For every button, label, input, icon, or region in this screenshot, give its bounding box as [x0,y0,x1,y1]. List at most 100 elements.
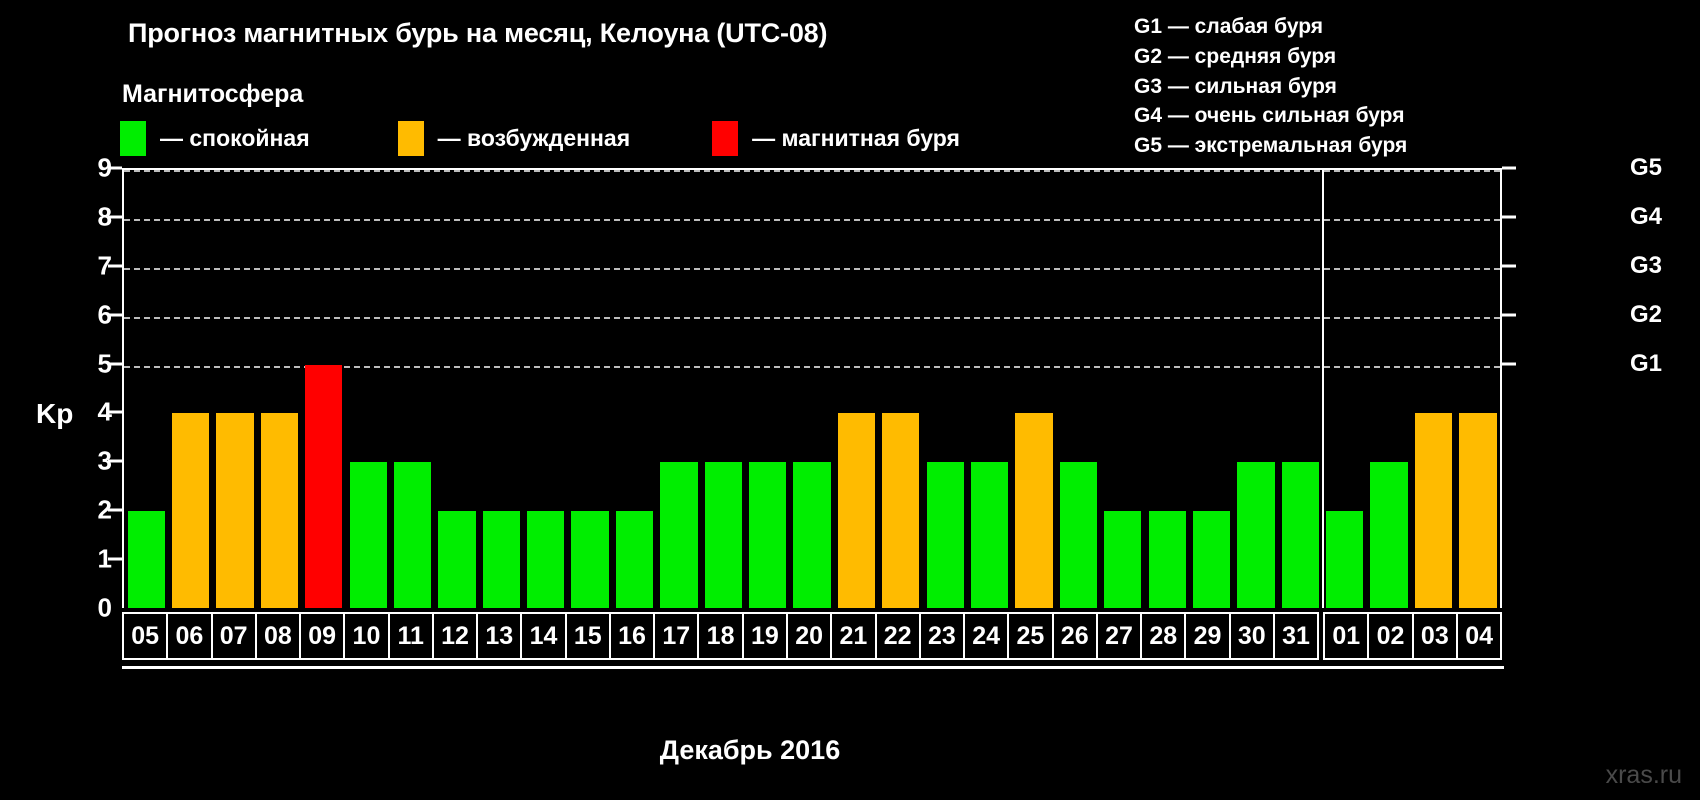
day-label-02[interactable]: 02 [1367,612,1414,660]
bar[interactable] [1192,510,1231,608]
bar-slot-15[interactable] [568,170,612,608]
plot-area [122,168,1502,608]
day-label-06[interactable]: 06 [166,612,213,660]
bar[interactable] [1015,413,1053,608]
bar-slot-30[interactable] [1234,170,1278,608]
bar[interactable] [1326,510,1364,608]
bar-slot-27[interactable] [1101,170,1145,608]
day-label-31[interactable]: 31 [1272,612,1320,660]
bar-slot-20[interactable] [790,170,834,608]
bar-slot-25[interactable] [1012,170,1056,608]
bar-slot-14[interactable] [524,170,568,608]
bar[interactable] [704,462,742,608]
day-label-27[interactable]: 27 [1095,612,1143,660]
bar-slot-08[interactable] [257,170,301,608]
y-tick-mark-7 [108,264,122,268]
bar-slot-11[interactable] [390,170,434,608]
day-label-15[interactable]: 15 [564,612,611,660]
day-label-25[interactable]: 25 [1007,612,1054,660]
day-label-03[interactable]: 03 [1411,612,1458,660]
day-label-01[interactable]: 01 [1323,612,1370,660]
day-label-12[interactable]: 12 [431,612,479,660]
day-label-17[interactable]: 17 [653,612,700,660]
bar[interactable] [527,510,565,608]
day-label-21[interactable]: 21 [830,612,877,660]
bar[interactable] [482,510,520,608]
day-label-05[interactable]: 05 [122,612,169,660]
day-label-23[interactable]: 23 [918,612,966,660]
bar[interactable] [926,462,964,608]
day-label-11[interactable]: 11 [387,612,434,660]
y-tick-label-6: 6 [97,299,112,330]
bar-slot-21[interactable] [834,170,878,608]
bar-slot-02[interactable] [1367,170,1411,608]
bar-slot-24[interactable] [967,170,1011,608]
bar-slot-07[interactable] [213,170,257,608]
day-label-07[interactable]: 07 [210,612,257,660]
legend-label-storm: — магнитная буря [752,125,960,151]
bar-slot-03[interactable] [1411,170,1455,608]
bar-slot-18[interactable] [701,170,745,608]
bar[interactable] [1414,413,1453,608]
bar[interactable] [1237,462,1275,608]
bar-slot-06[interactable] [168,170,212,608]
bar[interactable] [305,364,343,608]
day-label-08[interactable]: 08 [254,612,302,660]
bar[interactable] [882,413,920,608]
bar-slot-05[interactable] [124,170,168,608]
bar[interactable] [660,462,698,608]
bar[interactable] [571,510,609,608]
bar[interactable] [349,462,387,608]
day-label-20[interactable]: 20 [785,612,833,660]
bar[interactable] [615,510,654,608]
day-label-13[interactable]: 13 [476,612,523,660]
bar[interactable] [1459,413,1497,608]
bar-slot-17[interactable] [657,170,701,608]
bar-slot-12[interactable] [435,170,479,608]
day-label-24[interactable]: 24 [963,612,1010,660]
bar-slot-28[interactable] [1145,170,1189,608]
bar-slot-23[interactable] [923,170,967,608]
bar-slot-29[interactable] [1189,170,1233,608]
bar[interactable] [1104,510,1142,608]
bar[interactable] [1148,510,1186,608]
bar-slot-26[interactable] [1056,170,1100,608]
bar-slot-09[interactable] [302,170,346,608]
bar-slot-04[interactable] [1456,170,1500,608]
day-label-30[interactable]: 30 [1228,612,1275,660]
bar[interactable] [1281,462,1319,608]
day-label-14[interactable]: 14 [520,612,567,660]
bar[interactable] [749,462,787,608]
bar-slot-01[interactable] [1323,170,1367,608]
bar[interactable] [438,510,476,608]
g-tick-mark-G1 [1502,362,1516,366]
bar[interactable] [793,462,831,608]
day-label-22[interactable]: 22 [874,612,921,660]
bar[interactable] [171,413,210,608]
y-tick-label-2: 2 [97,494,112,525]
bar[interactable] [127,510,165,608]
bar-slot-10[interactable] [346,170,390,608]
bar[interactable] [970,462,1009,608]
bar-slot-22[interactable] [879,170,923,608]
bar-slot-19[interactable] [745,170,789,608]
bar[interactable] [1059,462,1098,608]
day-label-18[interactable]: 18 [697,612,744,660]
day-label-28[interactable]: 28 [1140,612,1187,660]
bar-slot-13[interactable] [479,170,523,608]
bar[interactable] [393,462,432,608]
day-label-10[interactable]: 10 [343,612,390,660]
legend-label-calm: — спокойная [160,125,310,151]
day-label-19[interactable]: 19 [741,612,788,660]
day-label-16[interactable]: 16 [608,612,656,660]
day-label-04[interactable]: 04 [1455,612,1503,660]
day-label-29[interactable]: 29 [1184,612,1231,660]
bar[interactable] [260,413,298,608]
bar[interactable] [837,413,876,608]
bar[interactable] [1370,462,1408,608]
day-label-09[interactable]: 09 [299,612,346,660]
bar-slot-16[interactable] [612,170,656,608]
bar-slot-31[interactable] [1278,170,1322,608]
bar[interactable] [216,413,254,608]
day-label-26[interactable]: 26 [1051,612,1098,660]
